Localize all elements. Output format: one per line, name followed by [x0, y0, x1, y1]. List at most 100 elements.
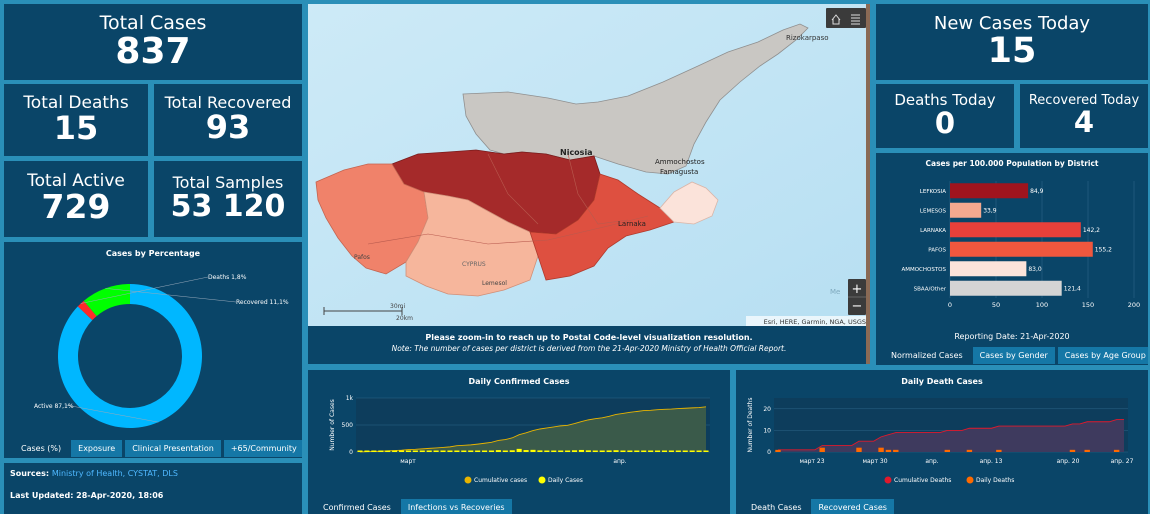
confirmed-daily-bar[interactable] — [606, 450, 612, 452]
confirmed-daily-bar[interactable] — [509, 450, 515, 452]
confirmed-daily-bar[interactable] — [558, 450, 564, 453]
confirmed-daily-bar[interactable] — [627, 450, 633, 453]
confirmed-daily-bar[interactable] — [419, 450, 425, 453]
zoom-out-button[interactable]: − — [852, 299, 863, 314]
tab-confirmed-cases[interactable]: Confirmed Cases — [316, 499, 398, 514]
confirmed-daily-bar[interactable] — [488, 450, 495, 453]
confirmed-daily-bar[interactable] — [565, 450, 571, 453]
label-ammochostos: Ammochostos — [655, 158, 705, 166]
tab-infections-vs-recoveries[interactable]: Infections vs Recoveries — [400, 499, 512, 514]
confirmed-daily-bar[interactable] — [620, 450, 626, 453]
tab-cases-percent[interactable]: Cases (%) — [14, 440, 69, 457]
tab-normalized-cases[interactable]: Normalized Cases — [884, 347, 970, 364]
confirmed-daily-bar[interactable] — [655, 450, 661, 453]
confirmed-daily-bar[interactable] — [523, 450, 529, 452]
confirmed-daily-bar[interactable] — [544, 450, 550, 453]
death-daily-bar[interactable] — [885, 449, 892, 452]
tab-cases-by-age-group[interactable]: Cases by Age Group — [1057, 347, 1148, 364]
map-scrollbar[interactable] — [866, 4, 870, 364]
confirmed-daily-bar[interactable] — [578, 449, 584, 452]
death-daily-bar[interactable] — [996, 449, 1002, 452]
confirmed-daily-bar[interactable] — [385, 450, 391, 453]
confirmed-daily-bar[interactable] — [516, 448, 522, 452]
death-daily-bar[interactable] — [944, 449, 951, 452]
confirmed-daily-bar[interactable] — [571, 450, 578, 452]
confirmed-daily-bar[interactable] — [682, 450, 688, 453]
death-daily-bar[interactable] — [878, 447, 884, 452]
death-daily-bar[interactable] — [1084, 449, 1090, 452]
death-daily-bar[interactable] — [1069, 449, 1076, 452]
tab-death-cases[interactable]: Death Cases — [744, 499, 809, 514]
confirmed-daily-bar[interactable] — [440, 450, 446, 453]
confirmed-daily-bar[interactable] — [482, 450, 488, 453]
confirmed-daily-bar[interactable] — [371, 450, 377, 453]
confirmed-daily-bar[interactable] — [405, 450, 411, 453]
death-daily-bar[interactable] — [1113, 449, 1120, 452]
confirmed-daily-bar[interactable] — [585, 450, 591, 452]
confirmed-daily-bar[interactable] — [592, 450, 598, 453]
sources-links[interactable]: Ministry of Health, CYSTAT, DLS — [51, 469, 178, 478]
tab-65-community[interactable]: +65/Community — [223, 440, 302, 457]
district-bar[interactable] — [950, 222, 1081, 238]
death-daily-bar[interactable] — [966, 449, 973, 452]
confirmed-daily-bar[interactable] — [468, 450, 474, 453]
confirmed-daily-bar[interactable] — [364, 450, 370, 453]
death-daily-bar[interactable] — [856, 447, 862, 452]
confirmed-daily-bar[interactable] — [675, 450, 681, 453]
confirmed-daily-bar[interactable] — [398, 450, 405, 453]
confirmed-daily-bar[interactable] — [433, 450, 439, 453]
district-value-label: 84,9 — [1030, 188, 1044, 195]
death-daily-bar[interactable] — [775, 449, 781, 452]
district-bar[interactable] — [950, 241, 1093, 257]
donut-slice-deaths[interactable] — [77, 300, 97, 321]
confirmed-daily-bar[interactable] — [648, 450, 654, 453]
death-legend-marker[interactable] — [966, 476, 974, 484]
donut-slice-recovered[interactable] — [83, 284, 130, 317]
tab-recovered-cases[interactable]: Recovered Cases — [811, 499, 894, 514]
confirmed-daily-bar[interactable] — [530, 449, 536, 452]
confirmed-daily-bar[interactable] — [461, 450, 467, 453]
confirmed-daily-bar[interactable] — [661, 450, 668, 453]
confirmed-legend-marker[interactable] — [538, 476, 546, 484]
confirmed-legend-marker[interactable] — [464, 476, 472, 484]
confirmed-daily-bar[interactable] — [426, 450, 432, 453]
death-daily-bar[interactable] — [893, 449, 899, 452]
confirmed-daily-bar[interactable] — [502, 450, 508, 453]
confirmed-daily-bar[interactable] — [378, 450, 384, 453]
district-bar[interactable] — [950, 183, 1029, 199]
district-bar[interactable] — [950, 280, 1062, 296]
total-active-tile: Total Active 729 — [4, 161, 148, 237]
confirmed-daily-bar[interactable] — [689, 450, 695, 453]
confirmed-daily-bar[interactable] — [634, 450, 640, 453]
confirmed-daily-bar[interactable] — [599, 450, 605, 453]
district-bar[interactable] — [950, 202, 982, 218]
confirmed-daily-bar[interactable] — [668, 450, 674, 453]
confirmed-daily-bar[interactable] — [454, 450, 460, 453]
cyprus-map[interactable]: Rizokarpaso Nicosia Ammochostos Famagust… — [308, 4, 870, 364]
confirmed-daily-bar[interactable] — [447, 450, 453, 453]
death-legend-marker[interactable] — [884, 476, 892, 484]
confirmed-daily-bar[interactable] — [551, 450, 557, 453]
list-icon[interactable] — [851, 14, 860, 25]
district-bar[interactable] — [950, 261, 1027, 277]
confirmed-daily-bar[interactable] — [357, 450, 363, 453]
confirmed-daily-bar[interactable] — [537, 450, 543, 452]
confirmed-daily-bar[interactable] — [475, 450, 481, 453]
daily-confirmed-panel: Daily Confirmed Cases 0 500 1k Number of Ca… — [308, 370, 730, 514]
district-chart-title: Cases per 100.000 Population by District — [925, 159, 1099, 168]
confirmed-daily-bar[interactable] — [641, 450, 647, 453]
confirmed-daily-bar[interactable] — [703, 450, 709, 453]
tab-exposure[interactable]: Exposure — [71, 440, 123, 457]
confirmed-daily-bar[interactable] — [392, 450, 398, 453]
confirmed-daily-bar[interactable] — [412, 450, 418, 453]
scale-mi: 30mi — [390, 303, 405, 310]
district-value-label: 33,9 — [983, 207, 997, 214]
confirmed-daily-bar[interactable] — [613, 450, 619, 452]
confirmed-daily-bar[interactable] — [696, 450, 702, 453]
tab-cases-by-gender[interactable]: Cases by Gender — [972, 347, 1055, 364]
zoom-in-button[interactable]: + — [852, 282, 863, 297]
tab-clinical-presentation[interactable]: Clinical Presentation — [125, 440, 221, 457]
home-icon[interactable] — [831, 14, 841, 25]
confirmed-daily-bar[interactable] — [495, 450, 501, 452]
death-daily-bar[interactable] — [819, 447, 825, 452]
